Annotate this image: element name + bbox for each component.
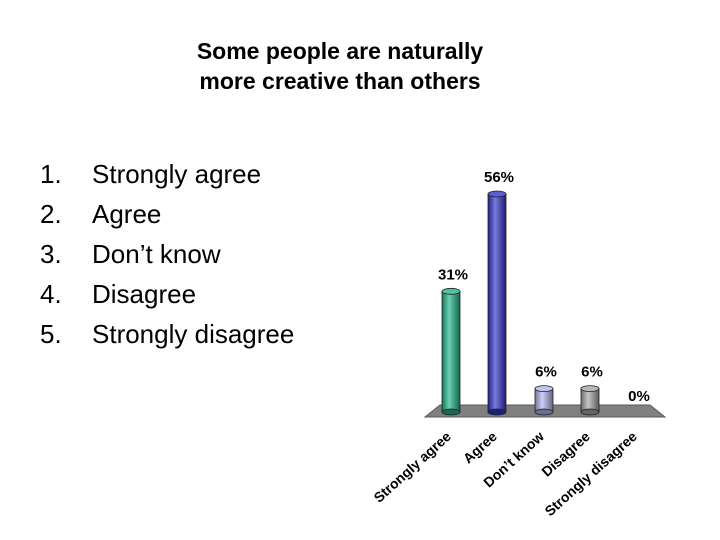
bar-0 bbox=[441, 290, 461, 413]
chart-title-line-2: more creative than others bbox=[199, 68, 481, 94]
option-text: Strongly agree bbox=[92, 159, 262, 189]
option-number: 5. bbox=[40, 319, 62, 349]
category-label-0: Strongly agree bbox=[370, 428, 454, 506]
answer-option: 3. Don’t know bbox=[40, 234, 294, 274]
bar-2 bbox=[534, 388, 554, 413]
option-text: Disagree bbox=[92, 279, 197, 309]
answer-option: 1. Strongly agree bbox=[40, 154, 294, 194]
data-label-2: 6% bbox=[535, 364, 557, 381]
bar-1 bbox=[487, 193, 507, 413]
bar-base-2 bbox=[534, 408, 554, 416]
bar-top-1 bbox=[487, 190, 507, 198]
answer-options-list: 1. Strongly agree 2. Agree 3. Don’t know 4.… bbox=[40, 154, 294, 354]
option-number: 3. bbox=[40, 239, 62, 269]
option-text: Agree bbox=[92, 199, 162, 229]
bar-top-3 bbox=[580, 385, 600, 393]
chart-title: Some people are naturally more creative … bbox=[140, 36, 540, 96]
data-label-1: 56% bbox=[484, 169, 514, 186]
option-number: 4. bbox=[40, 279, 62, 309]
bar-3 bbox=[580, 388, 600, 413]
answer-option: 2. Agree bbox=[40, 194, 294, 234]
chart-title-line-1: Some people are naturally bbox=[196, 38, 484, 64]
option-text: Strongly disagree bbox=[92, 319, 295, 349]
data-label-4: 0% bbox=[628, 388, 650, 405]
option-number: 1. bbox=[40, 159, 62, 189]
bar-top-0 bbox=[441, 287, 461, 295]
option-text: Don’t know bbox=[92, 239, 221, 269]
answer-option: 4. Disagree bbox=[40, 274, 294, 314]
bar-top-2 bbox=[534, 385, 554, 393]
bar-base-3 bbox=[580, 408, 600, 416]
answer-option: 5. Strongly disagree bbox=[40, 314, 294, 354]
data-label-3: 6% bbox=[581, 364, 603, 381]
data-label-0: 31% bbox=[438, 266, 468, 283]
category-label-1: Agree bbox=[460, 428, 500, 467]
option-number: 2. bbox=[40, 199, 62, 229]
bar-base-1 bbox=[487, 408, 507, 416]
bar-base-0 bbox=[441, 408, 461, 416]
